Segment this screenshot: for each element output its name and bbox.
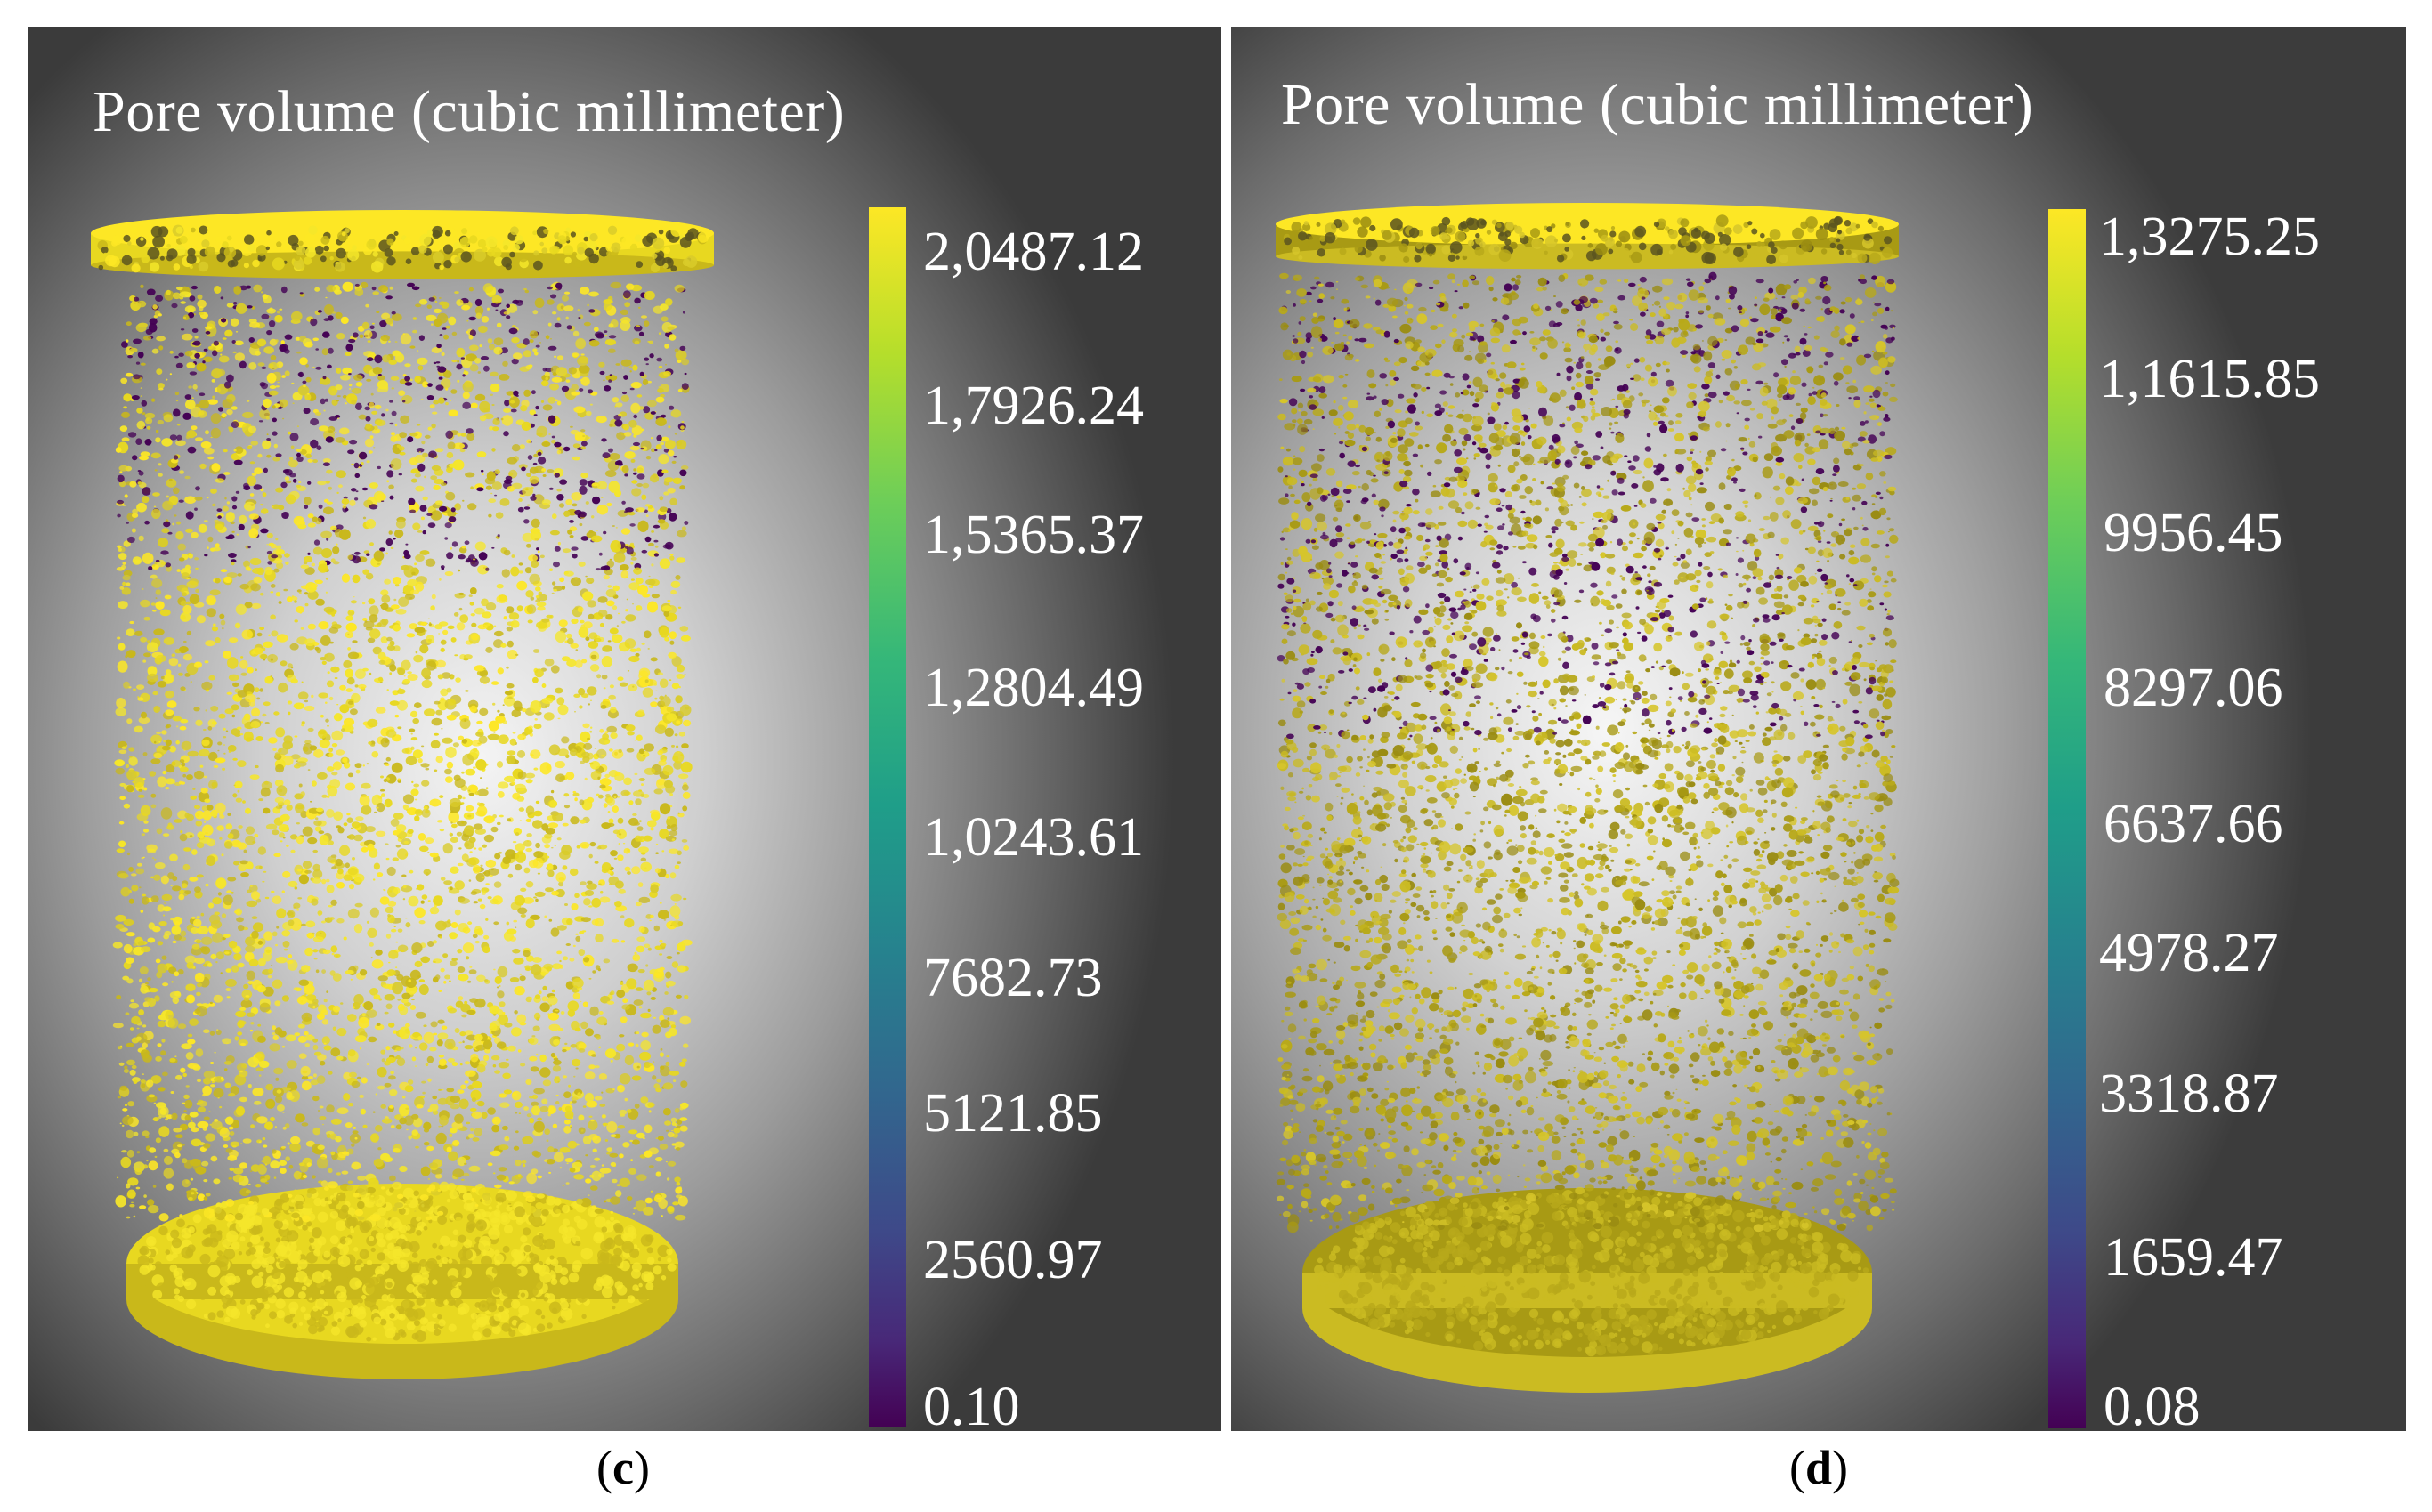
colorbar-tick-c-5: 7682.73	[923, 948, 1103, 1008]
colorbar-tick-c-0: 2,0487.12	[923, 222, 1144, 282]
caption-c: (c)	[596, 1441, 650, 1494]
colorbar-tick-d-7: 1659.47	[2104, 1227, 2283, 1288]
colorbar-tick-d-0: 1,3275.25	[2099, 206, 2320, 267]
colorbar-title-c: Pore volume (cubic millimeter)	[93, 79, 846, 144]
colorbar-tick-c-8: 0.10	[923, 1377, 1020, 1431]
colorbar-tick-c-6: 5121.85	[923, 1083, 1103, 1144]
caption-d: (d)	[1789, 1441, 1849, 1494]
colorbar-tick-d-5: 4978.27	[2099, 923, 2279, 983]
colorbar-tick-d-3: 8297.06	[2104, 658, 2283, 718]
colorbar-tick-c-1: 1,7926.24	[923, 376, 1144, 436]
pore-render-viewport-c	[28, 27, 1221, 1431]
panel-c: Pore volume (cubic millimeter) 2,0487.12…	[28, 27, 1221, 1431]
colorbar-tick-d-6: 3318.87	[2099, 1063, 2279, 1124]
colorbar-tick-d-1: 1,1615.85	[2099, 349, 2320, 409]
colorbar-tick-c-4: 1,0243.61	[923, 807, 1144, 868]
colorbar-title-d: Pore volume (cubic millimeter)	[1281, 72, 2034, 137]
colorbar-tick-c-7: 2560.97	[923, 1230, 1103, 1290]
colorbar-c	[869, 207, 906, 1427]
colorbar-tick-d-8: 0.08	[2104, 1377, 2201, 1431]
colorbar-tick-d-4: 6637.66	[2104, 794, 2283, 854]
pore-render-viewport-d	[1231, 27, 2406, 1431]
panel-d: Pore volume (cubic millimeter) 1,3275.25…	[1231, 27, 2406, 1431]
colorbar-tick-c-2: 1,5365.37	[923, 505, 1144, 565]
colorbar-d	[2048, 209, 2086, 1428]
colorbar-tick-d-2: 9956.45	[2104, 503, 2283, 563]
pore-cloud-c	[91, 210, 714, 1379]
pore-cloud-d	[1276, 203, 1900, 1393]
colorbar-tick-c-3: 1,2804.49	[923, 658, 1144, 718]
